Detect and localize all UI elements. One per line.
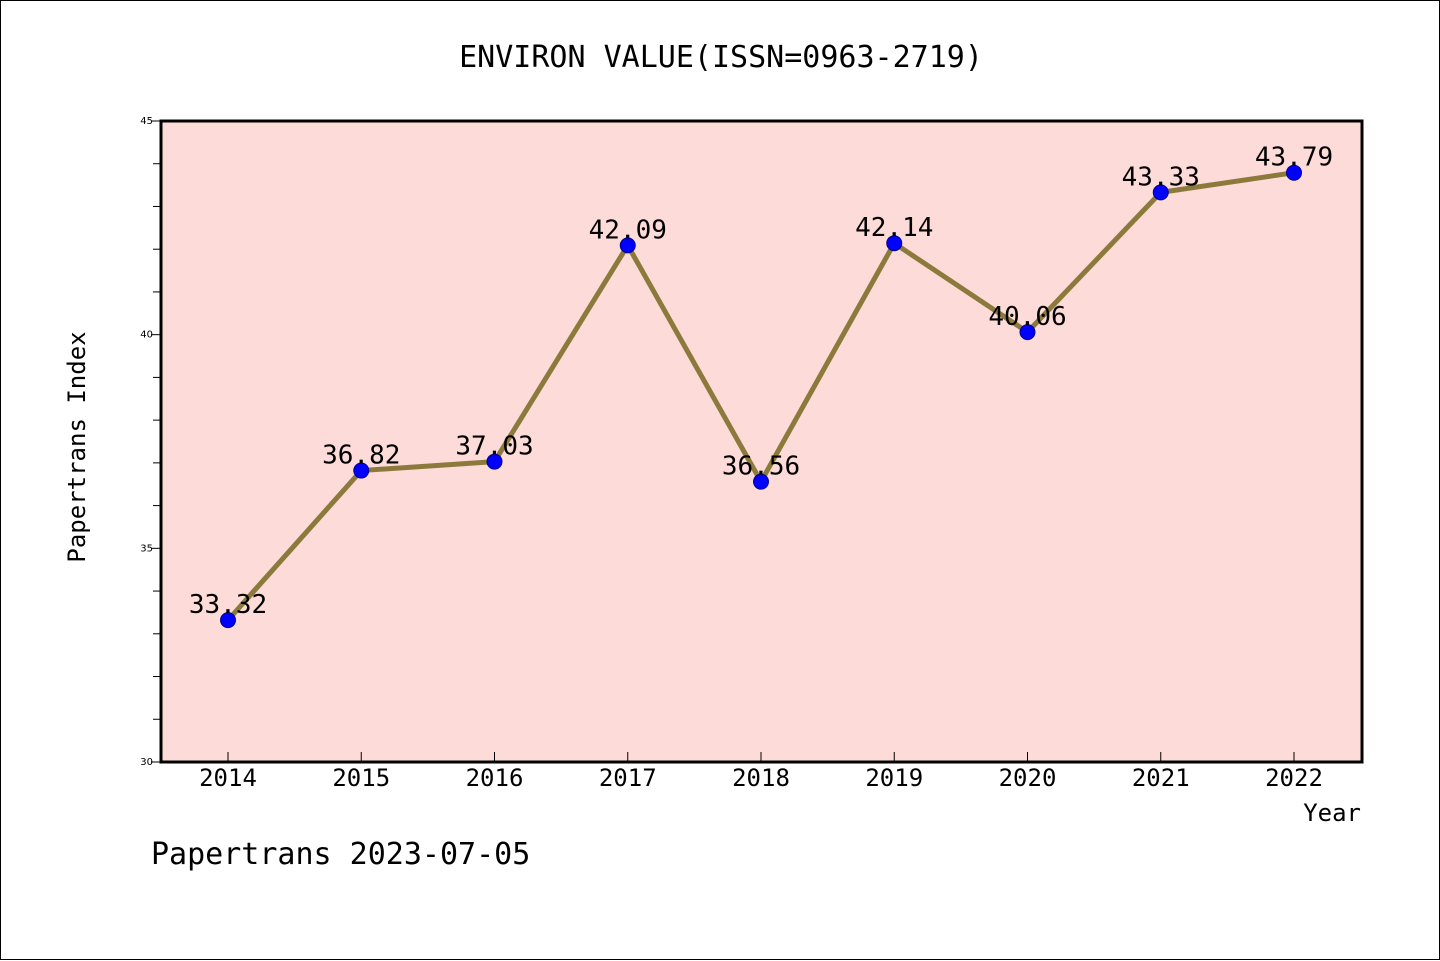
- x-tick-label: 2020: [999, 764, 1057, 792]
- x-tick-label: 2016: [466, 764, 524, 792]
- series-line-group: [220, 164, 1302, 629]
- data-point-marker: [753, 473, 769, 490]
- data-labels: 33.32 36.82 37.03 42.09 36.56 42.14 40.06 43.33…: [189, 143, 1333, 620]
- plot-area: [159, 119, 1364, 764]
- footer-text: Papertrans 2023-07-05: [151, 837, 530, 872]
- x-tick-label: 2022: [1265, 764, 1323, 792]
- data-label: 42.14: [855, 213, 933, 243]
- data-point-marker: [1019, 324, 1036, 341]
- x-tick-label: 2014: [199, 764, 257, 792]
- data-point-marker: [353, 462, 370, 479]
- x-tick-label: 2015: [332, 764, 390, 792]
- x-axis-label: Year: [1303, 799, 1361, 827]
- data-label: 37.03: [455, 432, 533, 462]
- x-tick-label: 2021: [1132, 764, 1190, 792]
- data-label: 43.33: [1122, 162, 1200, 192]
- data-label: 40.06: [988, 302, 1066, 332]
- chart-title: ENVIRON VALUE(ISSN=0963-2719): [459, 40, 983, 75]
- data-label: 43.79: [1255, 143, 1333, 173]
- y-tick-label: 30: [140, 757, 153, 768]
- data-label: 42.09: [589, 215, 667, 245]
- x-axis: 2014 2015 2016 2017 2018 2019 2020 2021 2022: [199, 752, 1323, 792]
- x-tick-label: 2017: [599, 764, 657, 792]
- data-point-marker: [619, 237, 636, 254]
- data-point-marker: [886, 235, 903, 252]
- y-axis: 30 35 40 45: [140, 116, 161, 768]
- x-tick-label: 2019: [865, 764, 923, 792]
- data-label: 33.32: [189, 590, 267, 620]
- y-axis-label: Papertrans Index: [63, 331, 91, 562]
- y-tick-label: 45: [140, 116, 153, 127]
- y-tick-label: 35: [140, 543, 153, 554]
- data-point-marker: [486, 453, 503, 470]
- data-label: 36.56: [722, 452, 800, 482]
- data-label: 36.82: [322, 441, 400, 471]
- y-tick-label: 40: [140, 330, 153, 341]
- data-point-marker: [1152, 184, 1169, 201]
- x-tick-label: 2018: [732, 764, 790, 792]
- data-point-marker: [220, 612, 236, 629]
- data-point-marker: [1286, 164, 1302, 181]
